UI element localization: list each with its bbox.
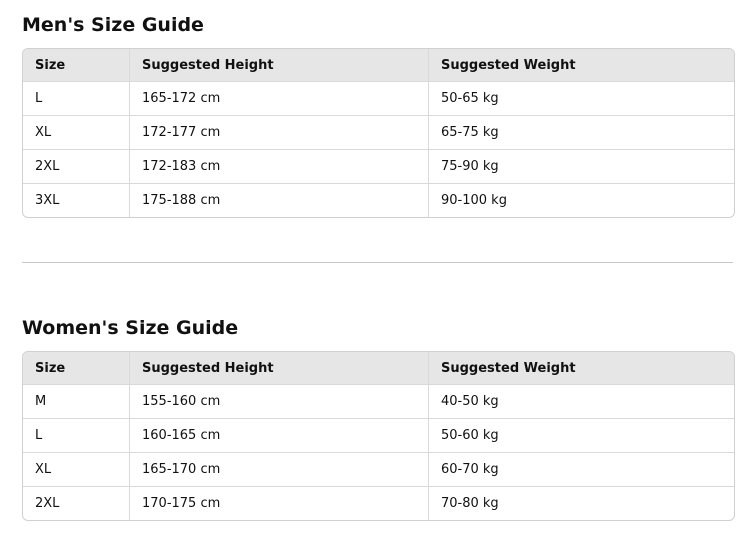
weight-cell: 50-60 kg [428,418,734,453]
table-row: XL 172-177 cm 65-75 kg [23,115,734,150]
size-cell: 2XL [23,486,130,520]
mens-size-table: Size Suggested Height Suggested Weight L… [22,48,735,218]
height-cell: 172-183 cm [129,149,429,184]
height-cell: 170-175 cm [129,486,429,520]
size-cell: M [23,384,130,419]
table-header-row: Size Suggested Height Suggested Weight [23,352,734,385]
height-cell: 172-177 cm [129,115,429,150]
height-cell: 175-188 cm [129,183,429,217]
weight-cell: 90-100 kg [441,193,507,208]
table-row: L 165-172 cm 50-65 kg [23,81,734,116]
column-header-weight: Suggested Weight [428,49,734,82]
weight-cell: 70-80 kg [441,496,499,511]
weight-cell: 40-50 kg [428,384,734,419]
size-cell: L [23,81,130,116]
table-row: 3XL 175-188 cm 90-100 kg [23,183,734,217]
table-header-row: Size Suggested Height Suggested Weight [23,49,734,82]
mens-size-guide-title: Men's Size Guide [22,14,204,36]
weight-cell: 50-65 kg [428,81,734,116]
size-cell: XL [23,115,130,150]
table-row: 2XL 172-183 cm 75-90 kg [23,149,734,184]
table-row: 2XL 170-175 cm 70-80 kg [23,486,734,520]
table-row: XL 165-170 cm 60-70 kg [23,452,734,487]
table-row: M 155-160 cm 40-50 kg [23,384,734,419]
womens-size-table: Size Suggested Height Suggested Weight M… [22,351,735,521]
height-cell: 165-170 cm [129,452,429,487]
column-header-weight: Suggested Weight [428,352,734,385]
height-cell: 165-172 cm [129,81,429,116]
weight-cell: 65-75 kg [428,115,734,150]
column-header-height: Suggested Height [129,49,429,82]
weight-cell: 75-90 kg [428,149,734,184]
size-cell: 3XL [23,183,130,217]
size-cell: 2XL [23,149,130,184]
height-cell: 160-165 cm [129,418,429,453]
column-header-height: Suggested Height [129,352,429,385]
section-divider [22,262,733,263]
height-cell: 155-160 cm [129,384,429,419]
size-cell: XL [23,452,130,487]
column-header-size: Size [23,49,130,82]
table-row: L 160-165 cm 50-60 kg [23,418,734,453]
weight-cell: 60-70 kg [428,452,734,487]
womens-size-guide-title: Women's Size Guide [22,317,239,339]
size-cell: L [23,418,130,453]
column-header-size: Size [23,352,130,385]
